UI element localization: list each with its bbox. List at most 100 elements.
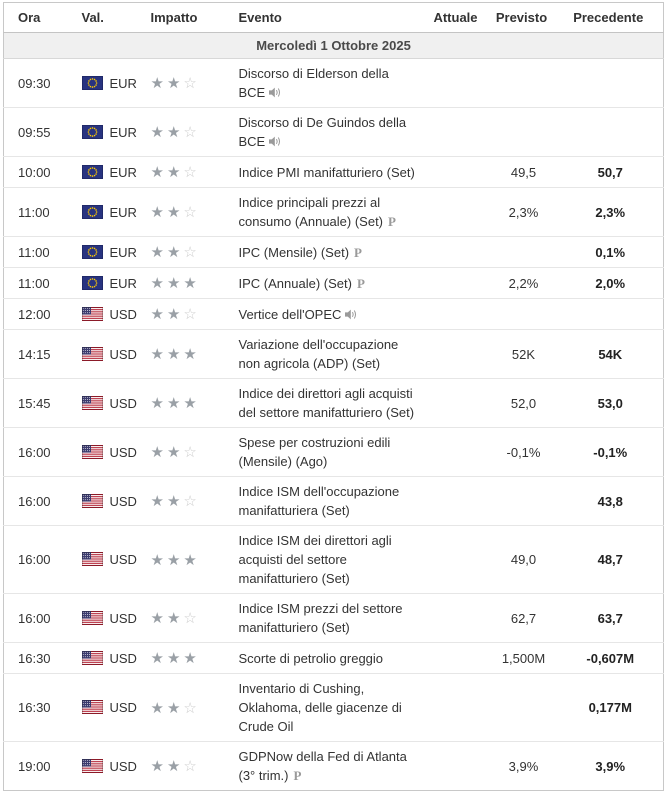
impact-star-empty-icon: ☆ <box>183 124 200 141</box>
event-currency: EUR <box>67 267 142 299</box>
impact-star-filled-icon: ★ <box>166 124 184 141</box>
event-currency: USD <box>67 476 142 526</box>
impact-star-filled-icon: ★ <box>166 75 184 92</box>
currency-code: EUR <box>109 124 137 140</box>
event-row[interactable]: 10:00 EUR ★★☆ Indice PMI manifatturiero … <box>3 156 664 188</box>
event-row[interactable]: 14:15 USD ★★★ Variazione dell'occupazion… <box>3 329 664 379</box>
actual-value <box>425 236 490 268</box>
event-name[interactable]: Indice ISM dell'occupazione manifatturie… <box>238 484 400 518</box>
event-name[interactable]: Indice principali prezzi al consumo (Ann… <box>238 195 384 229</box>
actual-value <box>425 156 490 188</box>
impact-star-filled-icon: ★ <box>150 275 167 292</box>
us-flag-icon <box>81 552 103 566</box>
event-name[interactable]: Vertice dell'OPEC <box>238 306 342 322</box>
speaker-icon <box>269 136 281 147</box>
event-row[interactable]: 12:00 USD ★★☆ Vertice dell'OPEC <box>3 298 664 330</box>
forecast-value <box>489 236 558 268</box>
impact-star-empty-icon: ☆ <box>183 164 200 181</box>
event-row[interactable]: 16:30 USD ★★★ Scorte di petrolio greggio… <box>3 642 664 674</box>
impact-rating: ★★★ <box>141 267 228 299</box>
impact-star-empty-icon: ☆ <box>183 444 200 461</box>
event-name[interactable]: Inventario di Cushing, Oklahoma, delle g… <box>238 681 402 734</box>
economic-calendar: Ora Val. Impatto Evento Attuale Previsto… <box>3 2 664 791</box>
event-row[interactable]: 15:45 USD ★★★ Indice dei direttori agli … <box>3 378 664 428</box>
forecast-value: 3,9% <box>508 758 539 774</box>
speaker-icon <box>269 87 281 98</box>
event-name[interactable]: Spese per costruzioni edili (Mensile) (A… <box>238 435 391 469</box>
us-flag-icon <box>81 444 103 459</box>
event-name-cell: Indice dei direttori agli acquisti del s… <box>227 378 426 428</box>
preliminary-icon: P <box>354 244 362 260</box>
col-header-val: Val. <box>67 2 142 33</box>
event-row[interactable]: 19:00 USD ★★☆ GDPNow della Fed di Atlant… <box>4 742 664 791</box>
impact-star-empty-icon: ☆ <box>183 758 200 775</box>
event-row[interactable]: 16:00 USD ★★☆ Indice ISM dell'occupazion… <box>3 476 664 526</box>
event-time: 14:15 <box>3 329 68 379</box>
event-currency: USD <box>67 329 142 379</box>
impact-rating: ★★☆ <box>141 58 228 108</box>
event-currency: EUR <box>67 58 142 108</box>
impact-star-filled-icon: ★ <box>166 444 184 461</box>
impact-star-empty-icon: ☆ <box>183 493 200 510</box>
event-name[interactable]: IPC (Mensile) (Set) <box>238 244 350 260</box>
impact-star-filled-icon: ★ <box>150 758 167 775</box>
event-row[interactable]: 11:00 EUR ★★★ IPC (Annuale) (Set) P 2,2% … <box>3 267 664 299</box>
impact-star-filled-icon: ★ <box>166 493 184 510</box>
event-currency: USD <box>67 427 142 477</box>
forecast-value <box>489 58 558 108</box>
currency-code: USD <box>109 306 137 322</box>
event-name[interactable]: Discorso di De Guindos della BCE <box>238 115 407 149</box>
col-header-previsto: Previsto <box>489 2 558 33</box>
impact-rating: ★★☆ <box>141 673 228 742</box>
currency-code: USD <box>109 700 137 715</box>
event-name[interactable]: Variazione dell'occupazione non agricola… <box>238 337 399 371</box>
event-time: 09:55 <box>3 107 68 157</box>
eu-flag-icon <box>81 75 103 90</box>
impact-star-filled-icon: ★ <box>183 346 200 363</box>
forecast-value: -0,1% <box>489 427 558 477</box>
event-name-cell: Indice ISM dell'occupazione manifatturie… <box>227 476 426 526</box>
eu-flag-icon <box>81 124 103 139</box>
event-name[interactable]: Discorso di Elderson della BCE <box>238 66 389 100</box>
event-time: 16:30 <box>3 673 68 742</box>
event-row[interactable]: 11:00 EUR ★★☆ Indice principali prezzi a… <box>3 187 664 237</box>
event-name[interactable]: Indice dei direttori agli acquisti del s… <box>238 386 415 420</box>
impact-rating: ★★★ <box>141 378 228 428</box>
event-name-cell: Indice PMI manifatturiero (Set) <box>227 156 426 188</box>
event-row[interactable]: 16:00 USD ★★☆ Indice ISM prezzi del sett… <box>3 593 664 643</box>
event-row[interactable]: 16:00 USD ★★★ Indice ISM dei direttori a… <box>3 525 664 594</box>
impact-star-filled-icon: ★ <box>183 395 200 412</box>
event-name[interactable]: Scorte di petrolio greggio <box>238 650 384 666</box>
event-row[interactable]: 09:55 EUR ★★☆ Discorso di De Guindos del… <box>3 107 664 157</box>
event-currency: EUR <box>67 107 142 157</box>
event-name[interactable]: Indice PMI manifatturiero (Set) <box>238 164 415 180</box>
event-row[interactable]: 16:30 USD ★★☆ Inventario di Cushing, Okl… <box>3 673 664 742</box>
event-name[interactable]: GDPNow della Fed di Atlanta (3° trim.) <box>238 749 407 783</box>
event-name[interactable]: IPC (Annuale) (Set) <box>238 275 352 291</box>
currency-code: USD <box>109 395 137 411</box>
event-name[interactable]: Indice ISM dei direttori agli acquisti d… <box>238 533 392 586</box>
event-name-cell: Scorte di petrolio greggio <box>227 642 426 674</box>
preliminary-icon: P <box>356 275 365 291</box>
speaker-icon <box>345 309 357 320</box>
event-time: 16:00 <box>3 525 68 594</box>
forecast-value: 52K <box>489 329 558 379</box>
impact-star-filled-icon: ★ <box>150 75 167 92</box>
event-row[interactable]: 09:30 EUR ★★☆ Discorso di Elderson della… <box>3 58 664 108</box>
event-time: 10:00 <box>3 156 68 188</box>
event-row[interactable]: 16:00 USD ★★☆ Spese per costruzioni edil… <box>3 427 664 477</box>
actual-value <box>426 742 490 791</box>
us-flag-icon <box>81 306 103 321</box>
event-name-cell: Variazione dell'occupazione non agricola… <box>227 329 426 379</box>
event-name[interactable]: Indice ISM prezzi del settore manifattur… <box>238 601 403 635</box>
impact-rating: ★★★ <box>141 525 228 594</box>
impact-star-empty-icon: ☆ <box>183 244 200 261</box>
us-flag-icon <box>81 395 103 410</box>
previous-value: 2,0% <box>557 267 664 299</box>
event-time: 16:30 <box>3 642 68 674</box>
impact-star-filled-icon: ★ <box>150 346 167 363</box>
event-time: 11:00 <box>3 236 68 268</box>
event-time: 11:00 <box>3 187 68 237</box>
event-row[interactable]: 11:00 EUR ★★☆ IPC (Mensile) (Set) P 0,1% <box>3 236 664 268</box>
actual-value <box>425 107 490 157</box>
